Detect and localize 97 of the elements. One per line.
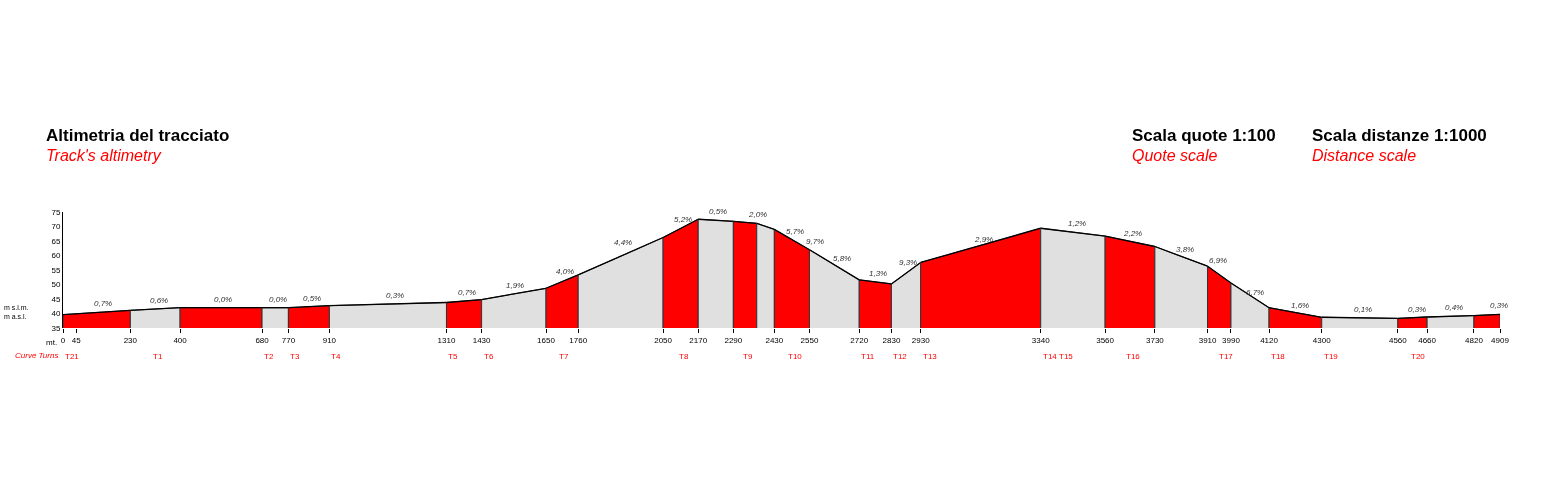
annotation: 5,2% — [674, 215, 693, 224]
annotation: 0,4% — [1445, 303, 1464, 312]
annotation: T4 — [331, 352, 341, 361]
annotation: T3 — [290, 352, 300, 361]
x-tick-label: 4820 — [1465, 335, 1484, 345]
annotation: 2,2% — [1123, 229, 1143, 238]
y-tick-label: 60 — [51, 251, 61, 261]
y-tick-label: 35 — [51, 323, 61, 333]
annotation: T11 — [861, 352, 875, 361]
x-tick-label: 910 — [322, 335, 337, 345]
x-tick-label: 2550 — [800, 335, 819, 345]
annotation: T7 — [559, 352, 569, 361]
x-tick-label: 4660 — [1418, 335, 1437, 345]
annotation: 5,8% — [833, 254, 852, 263]
annotation: T6 — [484, 352, 494, 361]
annotation: 0,7% — [458, 288, 477, 297]
annotation: T1 — [153, 352, 163, 361]
annotation: T13 — [923, 352, 938, 361]
x-tick-label: 3560 — [1096, 335, 1115, 345]
y-tick-label: 45 — [51, 294, 61, 304]
annotation: T8 — [679, 352, 689, 361]
annotation: T17 — [1219, 352, 1234, 361]
y-tick-label: 70 — [51, 222, 61, 232]
annotation: 0,3% — [1490, 301, 1509, 310]
x-tick-label: 400 — [173, 335, 188, 345]
annotation: 0,3% — [1408, 305, 1427, 314]
x-tick-label: 3730 — [1145, 335, 1165, 345]
annotation: 1,2% — [1068, 219, 1087, 228]
annotation: T9 — [743, 352, 753, 361]
annotation: T18 — [1271, 352, 1286, 361]
x-tick-label: 2170 — [689, 335, 708, 345]
x-tick-label: 2430 — [765, 335, 784, 345]
annotation: 2,9% — [974, 235, 994, 244]
x-tick-label: 230 — [123, 335, 138, 345]
x-tick-label: 2830 — [882, 335, 901, 345]
x-tick-label: 2930 — [911, 335, 931, 345]
annotation: T15 — [1059, 352, 1074, 361]
x-tick-label: 770 — [281, 335, 296, 345]
x-tick-label: 3910 — [1198, 335, 1218, 345]
x-tick-label: 1310 — [437, 335, 456, 345]
text: Scala distanze 1:1000 — [1312, 126, 1487, 145]
annotation: T19 — [1324, 352, 1339, 361]
x-tick-label: 4120 — [1260, 335, 1279, 345]
annotation: 1,3% — [869, 269, 888, 278]
x-axis-title: mt. — [46, 338, 58, 347]
annotation: T14 — [1043, 352, 1058, 361]
x-tick-label: 1650 — [537, 335, 556, 345]
annotation: T5 — [448, 352, 458, 361]
x-tick-label: 0 — [60, 335, 66, 345]
annotation: 0,0% — [214, 295, 233, 304]
annotation: 0,1% — [1354, 305, 1373, 314]
text: Scala quote 1:100 — [1132, 126, 1276, 145]
x-tick-label: 1760 — [569, 335, 588, 345]
y-tick-label: 40 — [51, 309, 61, 319]
annotation: 0,5% — [303, 294, 322, 303]
annotation: 0,5% — [709, 207, 728, 216]
annotation: 6,7% — [1246, 288, 1265, 297]
annotation: T12 — [893, 352, 908, 361]
x-tick-label: 4300 — [1312, 335, 1332, 345]
annotation: 9,7% — [806, 237, 825, 246]
text: Curve Turns — [15, 351, 59, 360]
x-tick-label: 680 — [255, 335, 270, 345]
text: Distance scale — [1312, 147, 1417, 164]
text: Quote scale — [1132, 147, 1218, 164]
annotation: 1,6% — [1291, 301, 1310, 310]
y-tick-label: 50 — [51, 280, 61, 290]
chart-subtitle: Track's altimetry — [46, 147, 162, 164]
annotation: 4,4% — [614, 238, 633, 247]
x-tick-label: 3340 — [1031, 335, 1051, 345]
annotation: 0,6% — [150, 296, 169, 305]
annotation: T16 — [1126, 352, 1141, 361]
annotation: 1,9% — [506, 281, 525, 290]
x-tick-label: 1430 — [472, 335, 492, 345]
x-tick-label: 4560 — [1388, 335, 1408, 345]
annotation: 0,3% — [386, 291, 405, 300]
y-tick-label: 75 — [51, 207, 61, 217]
x-tick-label: 3990 — [1222, 335, 1241, 345]
annotation: 0,7% — [94, 299, 113, 308]
annotation: T20 — [1411, 352, 1426, 361]
annotation: T21 — [65, 352, 80, 361]
annotation: 2,0% — [748, 210, 768, 219]
annotation: 0,0% — [269, 295, 288, 304]
annotation: 6,9% — [1209, 256, 1228, 265]
x-tick-label: 2050 — [654, 335, 673, 345]
x-tick-label: 2720 — [850, 335, 869, 345]
chart-title: Altimetria del tracciato — [46, 126, 230, 145]
annotation: T2 — [264, 352, 274, 361]
x-tick-label: 45 — [71, 335, 82, 345]
annotation: 5,7% — [786, 227, 805, 236]
annotation: 3,8% — [1176, 245, 1195, 254]
y-tick-label: 55 — [51, 265, 61, 275]
x-tick-label: 4909 — [1491, 335, 1510, 345]
annotation: 9,3% — [899, 258, 918, 267]
x-tick-label: 2290 — [724, 335, 743, 345]
annotation: 4,0% — [556, 267, 575, 276]
annotation: T10 — [788, 352, 803, 361]
y-tick-label: 65 — [51, 236, 61, 246]
